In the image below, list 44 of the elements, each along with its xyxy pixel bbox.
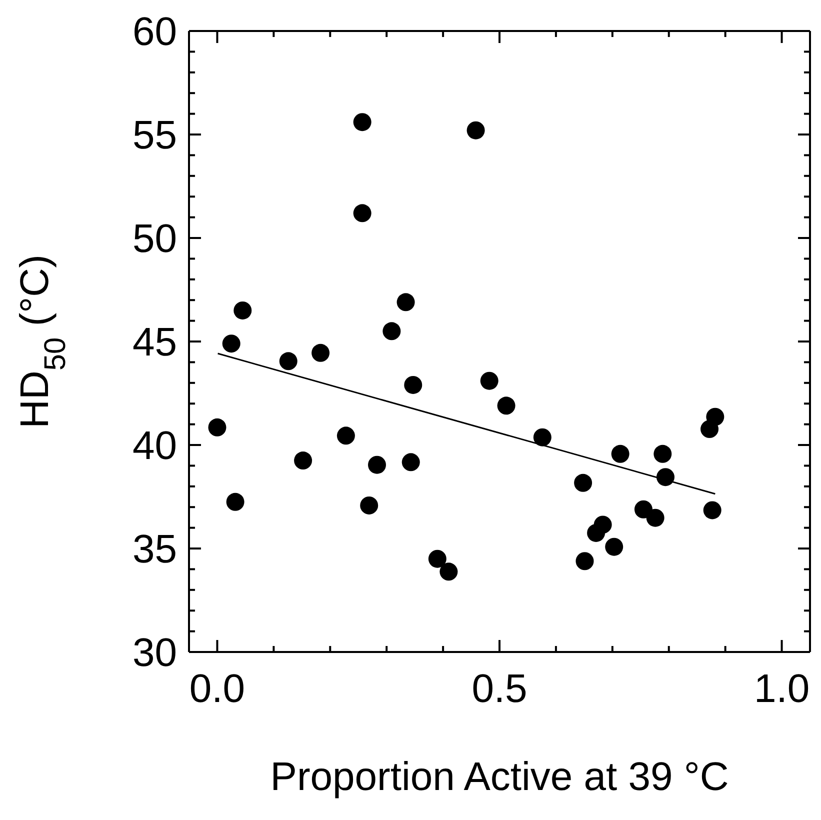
point	[574, 474, 592, 492]
point	[234, 301, 252, 320]
point	[646, 508, 664, 527]
x-tick-label: 0.0	[189, 667, 246, 711]
x-tick-label: 1.0	[754, 667, 810, 711]
y-tick-label: 35	[132, 528, 177, 572]
point	[656, 468, 674, 486]
y-tick-label: 60	[132, 10, 177, 54]
point	[208, 418, 226, 436]
point	[279, 352, 298, 370]
point	[396, 293, 415, 312]
point	[226, 492, 244, 511]
x-tick-label: 0.5	[472, 667, 528, 711]
point	[466, 121, 485, 140]
point	[480, 372, 498, 390]
point	[611, 444, 630, 463]
point	[703, 501, 722, 520]
y-tick-label: 55	[132, 114, 177, 158]
point	[428, 550, 446, 568]
point	[654, 444, 672, 463]
point	[587, 524, 606, 542]
point	[312, 344, 330, 362]
point	[382, 322, 401, 340]
point	[605, 538, 624, 556]
point	[360, 496, 378, 514]
point	[368, 456, 386, 474]
y-tick-label: 50	[132, 217, 177, 261]
y-tick-label: 40	[132, 424, 177, 468]
point	[440, 562, 458, 581]
point	[294, 452, 312, 470]
point	[336, 426, 355, 445]
point	[404, 376, 422, 394]
point	[497, 396, 516, 415]
y-tick-label: 45	[132, 320, 177, 364]
point	[634, 500, 652, 518]
point	[353, 113, 372, 132]
point	[402, 453, 420, 472]
point	[353, 204, 372, 222]
point	[533, 428, 552, 446]
point	[576, 552, 594, 570]
point	[222, 334, 240, 353]
x-axis-title: Proportion Active at 39 °C	[270, 755, 729, 799]
point	[700, 420, 719, 438]
y-tick-label: 30	[132, 631, 177, 675]
